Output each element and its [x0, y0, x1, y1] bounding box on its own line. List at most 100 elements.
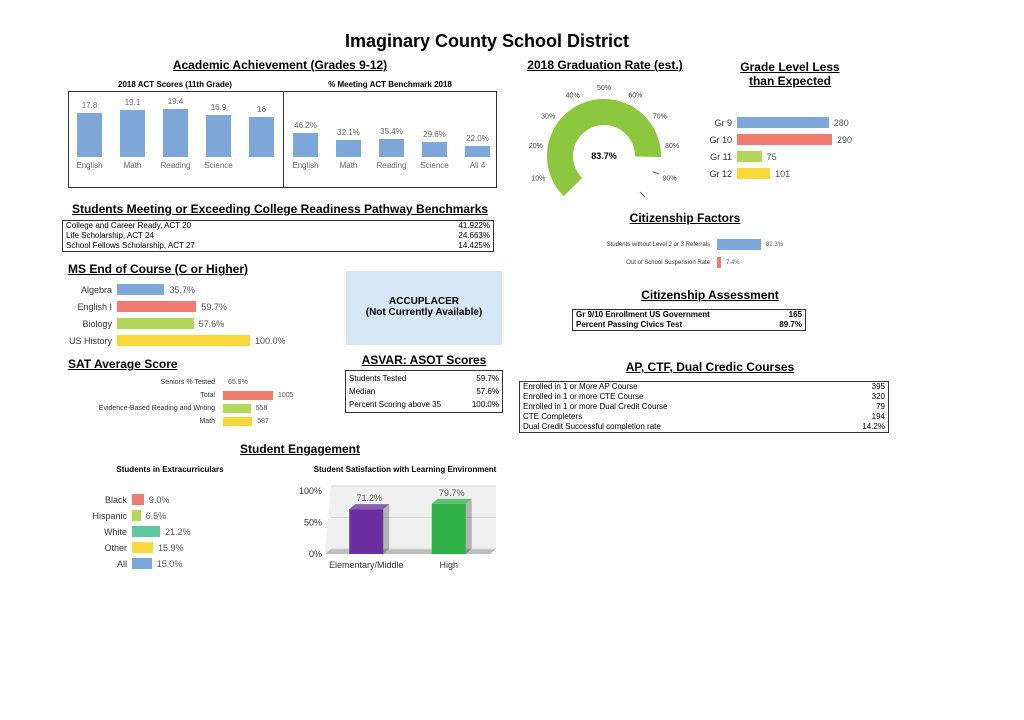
data-label: 65.9%	[228, 378, 248, 386]
data-label: 75	[766, 151, 777, 162]
data-label: 290	[837, 134, 853, 145]
chart-bar	[431, 503, 466, 554]
ap-table: Enrolled in 1 or More AP Course 395 Enrol…	[519, 381, 889, 433]
category-label: Math	[199, 417, 215, 425]
assessment-value: 89.7%	[779, 320, 802, 329]
readiness-table: College and Career Ready, ACT 20 41.922% …	[62, 220, 494, 252]
table-row: Students Tested 59.7%	[346, 372, 502, 385]
gauge-tick-label: 10%	[531, 175, 545, 182]
chart-bar	[717, 239, 761, 250]
table-row: College and Career Ready, ACT 20 41.922%	[63, 221, 493, 231]
category-label: Biology	[82, 318, 112, 329]
chart-bar	[223, 391, 273, 400]
ap-label: Enrolled in 1 or More AP Course	[523, 382, 638, 391]
academic-divider	[283, 91, 284, 187]
category-label: Evidence-Based Reading and Writing	[98, 404, 215, 412]
asvab-label: Median	[349, 387, 376, 396]
category-label: US History	[68, 335, 112, 346]
chart-bar	[117, 318, 194, 329]
citizenship-assessment-table: Gr 9/10 Enrollment US Government 165 Perc…	[572, 309, 806, 331]
gauge-tick-label: 20%	[529, 143, 543, 150]
data-label: 35.7%	[169, 284, 195, 295]
ap-value: 14.2%	[862, 422, 885, 431]
accuplacer-box: ACCUPLACER (Not Currently Available)	[346, 271, 502, 345]
category-label: White	[103, 526, 127, 537]
data-label: 15.9%	[158, 542, 184, 553]
category-label: Math	[339, 161, 358, 170]
data-label: 57.6%	[198, 318, 225, 329]
data-label: 19.4	[167, 97, 184, 106]
chart-bar	[117, 335, 250, 346]
category-label: Other	[104, 542, 127, 553]
chart-bar	[379, 138, 404, 157]
gauge-tick-label: 50%	[597, 85, 611, 92]
category-label: Reading	[160, 161, 191, 170]
data-label: 9.0%	[148, 494, 170, 505]
data-label: 79.7%	[439, 488, 465, 498]
data-label: 19.1	[124, 97, 141, 107]
readiness-label: Life Scholarship, ACT 24	[66, 231, 154, 240]
category-label: All 4	[469, 161, 486, 170]
ms-eoc-chart: Algebra 35.7% English I 59.7% Biology 57.6% US…	[40, 280, 340, 350]
category-label: Gr 9	[714, 117, 732, 128]
chart-bar	[737, 168, 771, 179]
category-label: English I	[77, 301, 112, 312]
benchmark-subtitle: % Meeting ACT Benchmark 2018	[328, 80, 452, 89]
category-label: High	[439, 560, 458, 570]
ap-value: 79	[876, 402, 885, 411]
asvab-value: 100.0%	[471, 400, 499, 409]
data-label: 1005	[278, 391, 294, 399]
bar-top	[431, 498, 472, 504]
academic-panel	[68, 91, 497, 188]
chart-bar	[737, 134, 832, 145]
sat-chart: Seniors % Tested 65.9% Total 1005 Evidence-B…	[60, 374, 340, 434]
chart-bar	[249, 117, 274, 157]
chart-bar	[132, 542, 153, 553]
data-label: 32.1%	[337, 128, 360, 138]
ap-label: Enrolled in 1 or more CTE Course	[523, 392, 644, 401]
data-label: 6.5%	[145, 510, 167, 521]
table-row: Gr 9/10 Enrollment US Government 165	[573, 310, 805, 320]
category-label: Math	[123, 161, 142, 170]
gauge-tick-label: 60%	[628, 93, 642, 100]
data-label: 59.7%	[201, 301, 227, 312]
asvab-value: 59.7%	[476, 374, 499, 383]
chart-bar	[132, 526, 160, 537]
table-row: Dual Credit Successful completion rate 14…	[520, 422, 888, 432]
gauge-arc	[547, 99, 661, 197]
satisfaction-chart: 100% 50% 0% 71.2% Elementary/Middle 79.7% High	[285, 480, 515, 575]
grade-level-heading: Grade Level Less than Expected	[725, 60, 855, 88]
chart-bar	[117, 301, 197, 312]
ap-value: 395	[871, 382, 885, 391]
category-label: Gr 11	[710, 151, 732, 162]
chart-bar	[336, 140, 361, 157]
chart-bar	[77, 112, 102, 157]
table-row: Median 57.6%	[346, 385, 502, 398]
chart-bar	[223, 417, 253, 426]
y-tick-label: 50%	[304, 518, 322, 528]
gauge-tick-label: 80%	[665, 143, 679, 150]
table-row: Enrolled in 1 or more Dual Credit Course…	[520, 402, 888, 412]
ms-eoc-heading: MS End of Course (C or Higher)	[68, 262, 248, 276]
citizenship-factors-chart: Students without Level 2 or 3 Referrals 8…	[560, 236, 810, 271]
gauge-tick	[639, 191, 646, 198]
data-label: 15.0%	[156, 558, 183, 569]
asvab-table: Students Tested 59.7% Median 57.6% Percent…	[345, 370, 503, 413]
benchmark-chart: 46.2% English 32.1% Math 35.4% Reading 29.6% Sc…	[284, 91, 495, 186]
table-row: Percent Scoring above 35 100.0%	[346, 398, 502, 411]
chart-bar	[206, 115, 231, 157]
chart-bar	[349, 509, 384, 554]
chart-bar	[132, 558, 152, 569]
category-label: Hispanic	[92, 510, 127, 521]
category-label: Science	[420, 161, 449, 170]
table-row: Enrolled in 1 or More AP Course 395	[520, 382, 888, 392]
table-row: Enrolled in 1 or more CTE Course 320	[520, 392, 888, 402]
citizenship-assessment-heading: Citizenship Assessment	[641, 288, 779, 302]
data-label: 7.4%	[725, 259, 740, 266]
gauge-tick-label: 30%	[541, 113, 555, 120]
chart-bar	[163, 109, 188, 157]
grade-level-heading-line2: than Expected	[748, 74, 832, 88]
sat-heading: SAT Average Score	[68, 357, 178, 371]
category-label: English	[292, 161, 319, 170]
graduation-gauge: 0%10%20%30%40%50%60%70%80%90%100%83.7%	[515, 72, 695, 210]
